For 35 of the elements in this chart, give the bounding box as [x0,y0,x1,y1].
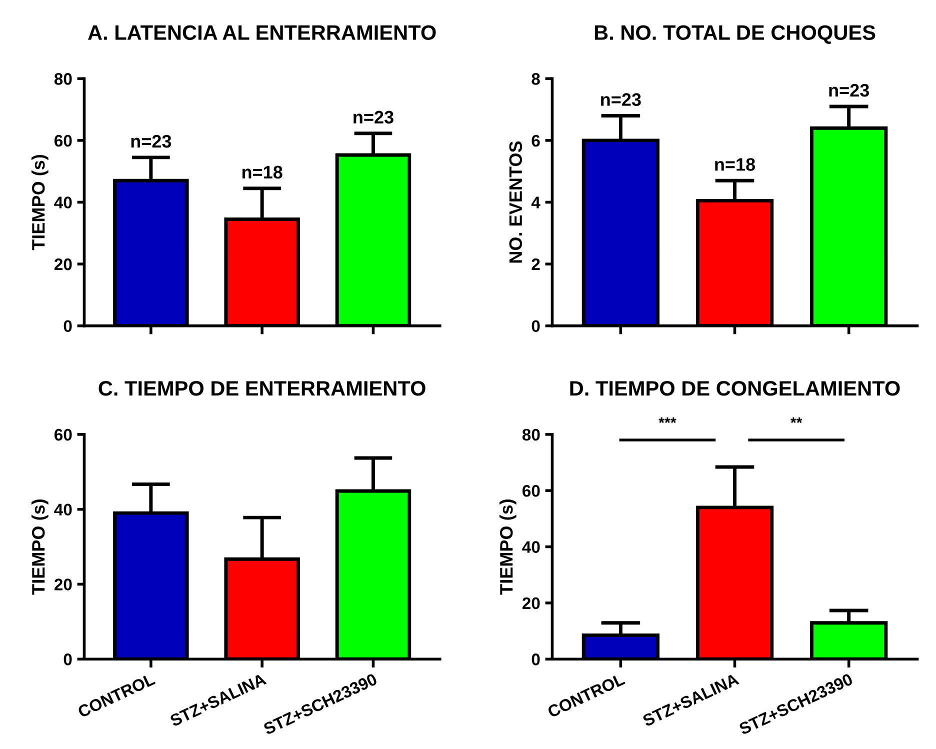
annotation: n=23 [131,134,172,148]
y-tick-label: 40 [522,541,540,553]
annotation: n=23 [829,84,870,97]
y-tick-label: 60 [54,428,72,441]
y-tick-label: 80 [522,428,540,441]
y-tick-label: 8 [532,73,540,85]
y-axis-title: TIEMPO (s) [32,500,48,595]
text: ** [790,417,802,424]
y-tick-label: 20 [522,597,540,610]
y-tick-label: 40 [54,196,72,208]
y-tick-label: 60 [54,134,72,147]
chart-title: D. TIEMPO DE CONGELAMIENTO [570,380,900,396]
y-tick-label: 0 [532,320,540,332]
y-axis-title: NO. EVENTOS [509,141,522,263]
chart-title: C. TIEMPO DE ENTERRAMIENTO [98,380,426,396]
y-tick-label: 2 [532,258,540,270]
annotation: n=23 [601,93,641,106]
y-tick-label: 80 [54,73,72,85]
y-tick-label: 6 [532,134,540,147]
chart-title: A. LATENCIA AL ENTERRAMIENTO [88,25,436,40]
y-tick-label: 0 [64,320,72,332]
annotation: n=18 [715,158,756,171]
y-axis-title: TIEMPO (s) [500,500,516,595]
y-tick-label: 4 [531,196,540,208]
chart-title: B. NO. TOTAL DE CHOQUES [594,25,876,44]
y-tick-label: 40 [54,504,72,516]
y-tick-label: 20 [54,578,72,590]
annotation: n=18 [242,166,282,179]
y-tick-label: 0 [532,654,540,666]
annotation: n=23 [354,110,394,124]
text: *** [658,417,676,424]
y-tick-label: 60 [522,484,540,497]
y-tick-label: 0 [64,654,72,666]
y-axis-title: TIEMPO (s) [32,154,48,250]
y-tick-label: 20 [54,258,72,270]
